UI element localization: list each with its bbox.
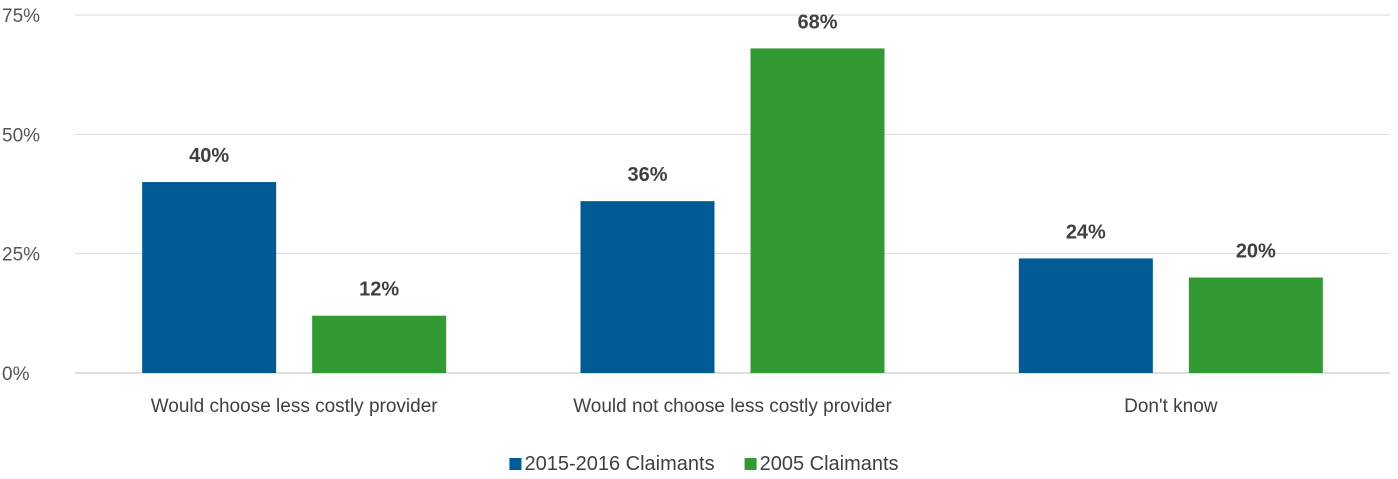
data-label: 68% [797,11,837,33]
data-labels: 40% 12% 36% 68% 24% 20% [189,11,1276,300]
legend-label: 2015-2016 Claimants [524,453,714,475]
data-label: 12% [359,279,399,301]
legend-label: 2005 Claimants [760,453,899,475]
bar [1018,258,1153,373]
bar [1188,277,1323,373]
data-label: 20% [1236,241,1276,263]
legend-item: 2005 Claimants [744,453,899,475]
bar [142,182,277,373]
x-category-label: Would choose less costly provider [151,396,439,417]
data-label: 36% [627,164,667,186]
y-tick-label: 0% [2,364,30,385]
x-category-label: Don't know [1124,396,1218,417]
gridlines [75,14,1390,374]
bar [750,48,885,374]
x-axis-categories: Would choose less costly provider Would n… [151,396,1218,417]
y-tick-label: 50% [2,125,40,146]
legend-swatch [744,458,757,470]
y-axis-ticks: 0% 25% 50% 75% [2,6,40,385]
bars [142,48,1323,374]
y-tick-label: 25% [2,245,40,266]
legend-swatch [509,458,522,470]
data-label: 40% [189,145,229,167]
bar [580,201,715,373]
legend: 2015-2016 Claimants 2005 Claimants [509,453,899,475]
x-category-label: Would not choose less costly provider [573,396,892,417]
y-tick-label: 75% [2,6,40,27]
bar [312,315,447,373]
data-label: 24% [1066,221,1106,243]
legend-item: 2015-2016 Claimants [509,453,715,475]
